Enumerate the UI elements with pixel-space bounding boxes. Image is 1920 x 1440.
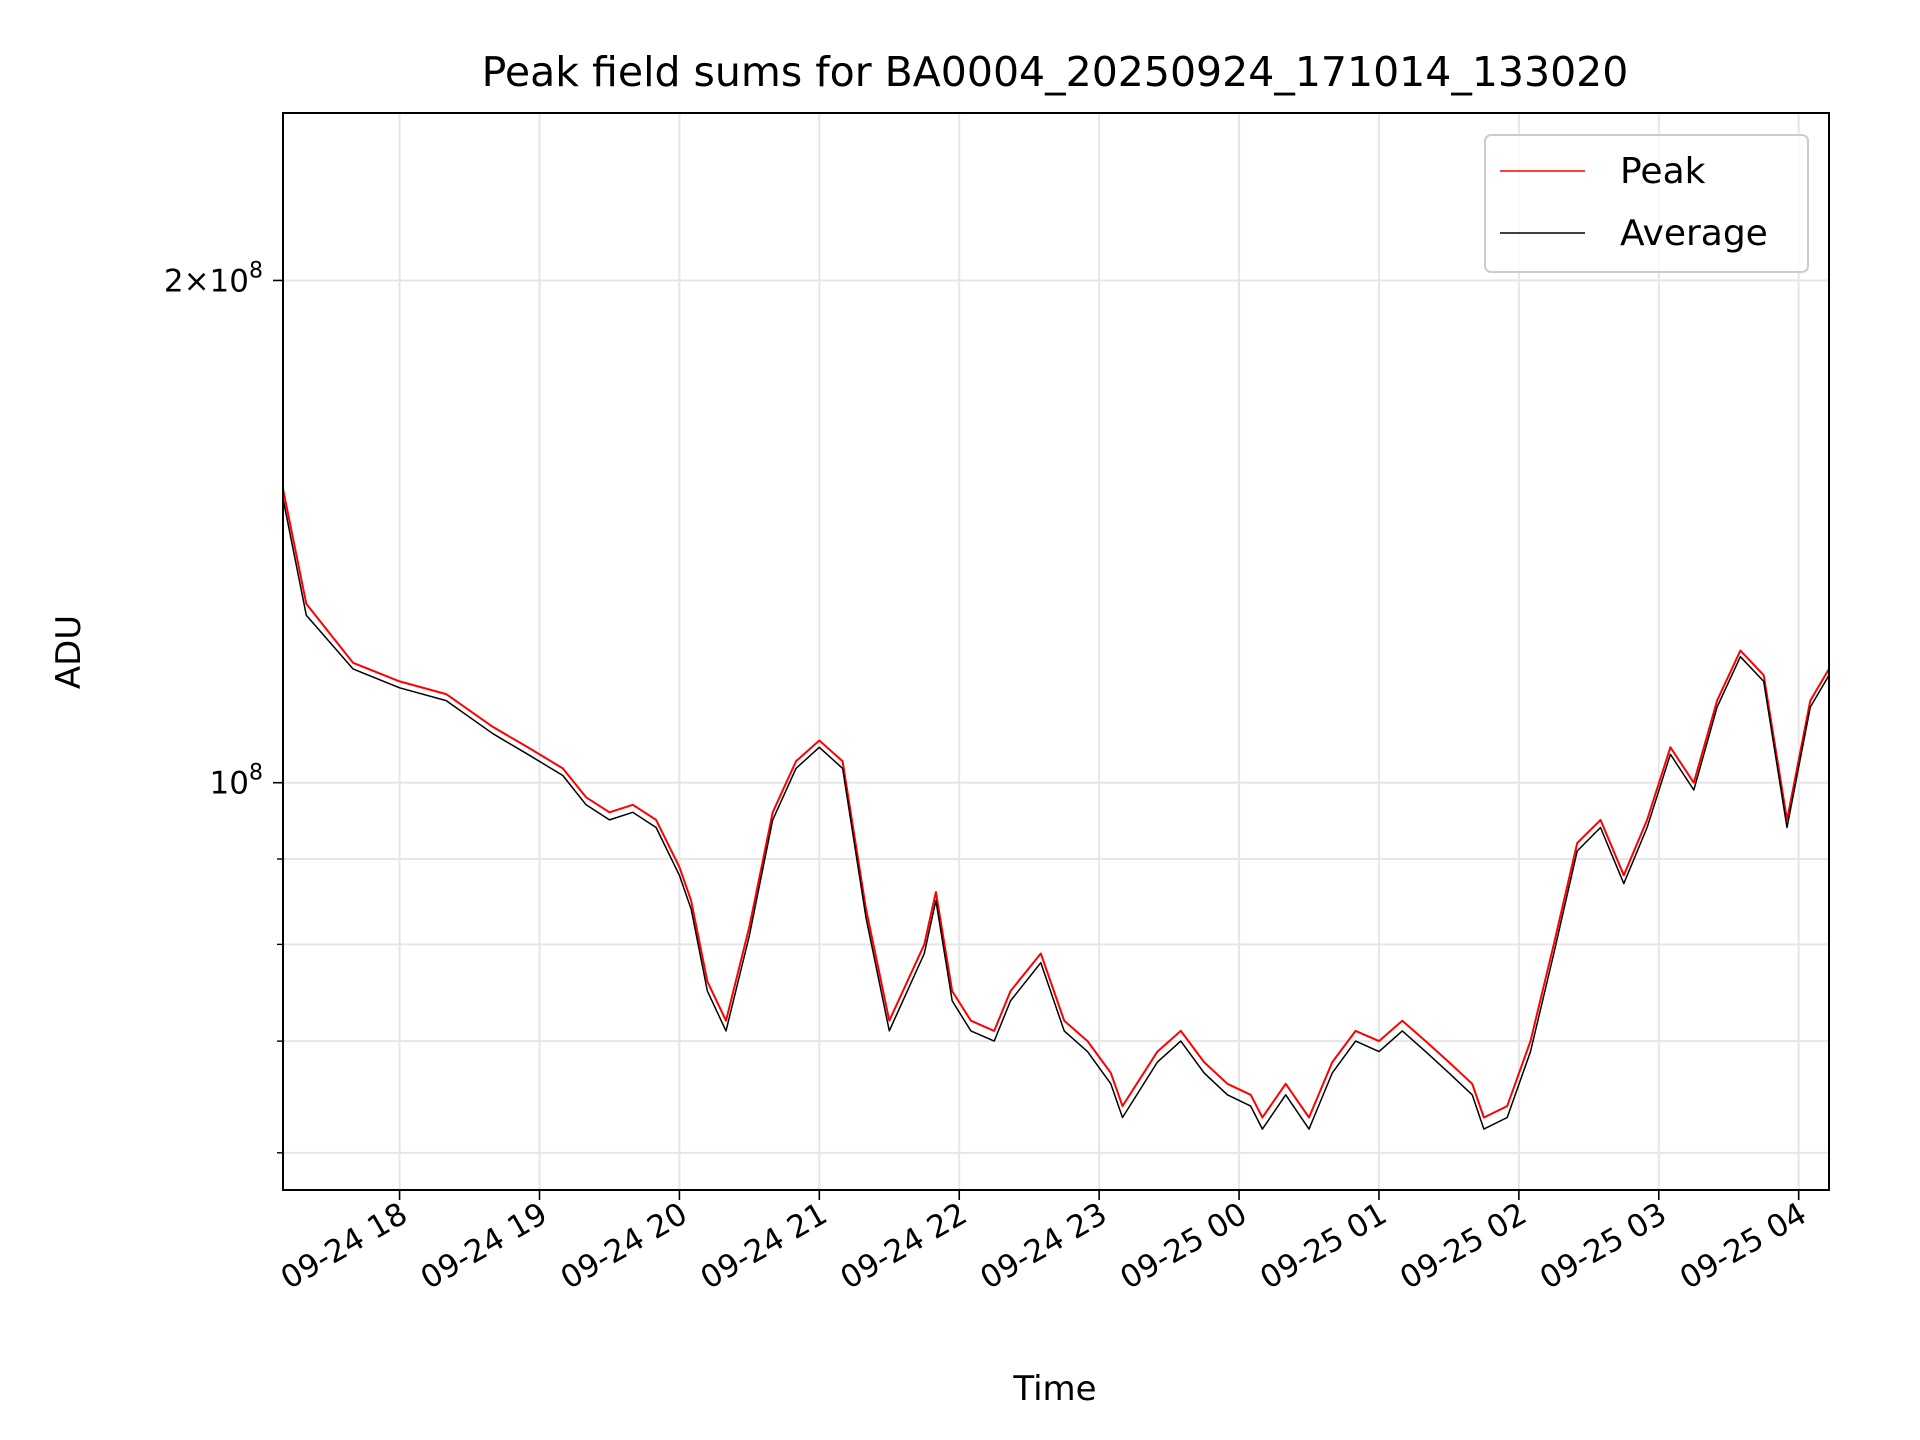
legend: Peak Average (1484, 134, 1809, 273)
y-tick-coef: 2 (164, 263, 184, 299)
series-line-average (282, 498, 1830, 1130)
y-tick-times: × (184, 263, 210, 299)
y-tick-label: 2×108 (164, 258, 263, 299)
legend-label-peak: Peak (1620, 151, 1706, 192)
grid (283, 113, 1829, 1190)
y-tick-base: 10 (210, 766, 249, 802)
y-tick-exponent: 8 (249, 761, 263, 786)
chart-title: Peak field sums for BA0004_20250924_1710… (482, 48, 1629, 96)
legend-label-average: Average (1620, 213, 1768, 254)
series-layer (282, 488, 1830, 1130)
y-tick-exponent: 8 (249, 258, 263, 283)
y-tick-base: 10 (210, 263, 249, 299)
legend-box (1484, 134, 1809, 273)
y-axis-label: ADU (49, 615, 89, 689)
y-tick-label: 108 (210, 761, 263, 802)
x-axis-label: Time (1012, 1369, 1096, 1409)
plot-frame (282, 112, 1830, 1191)
series-line-peak (282, 488, 1830, 1119)
